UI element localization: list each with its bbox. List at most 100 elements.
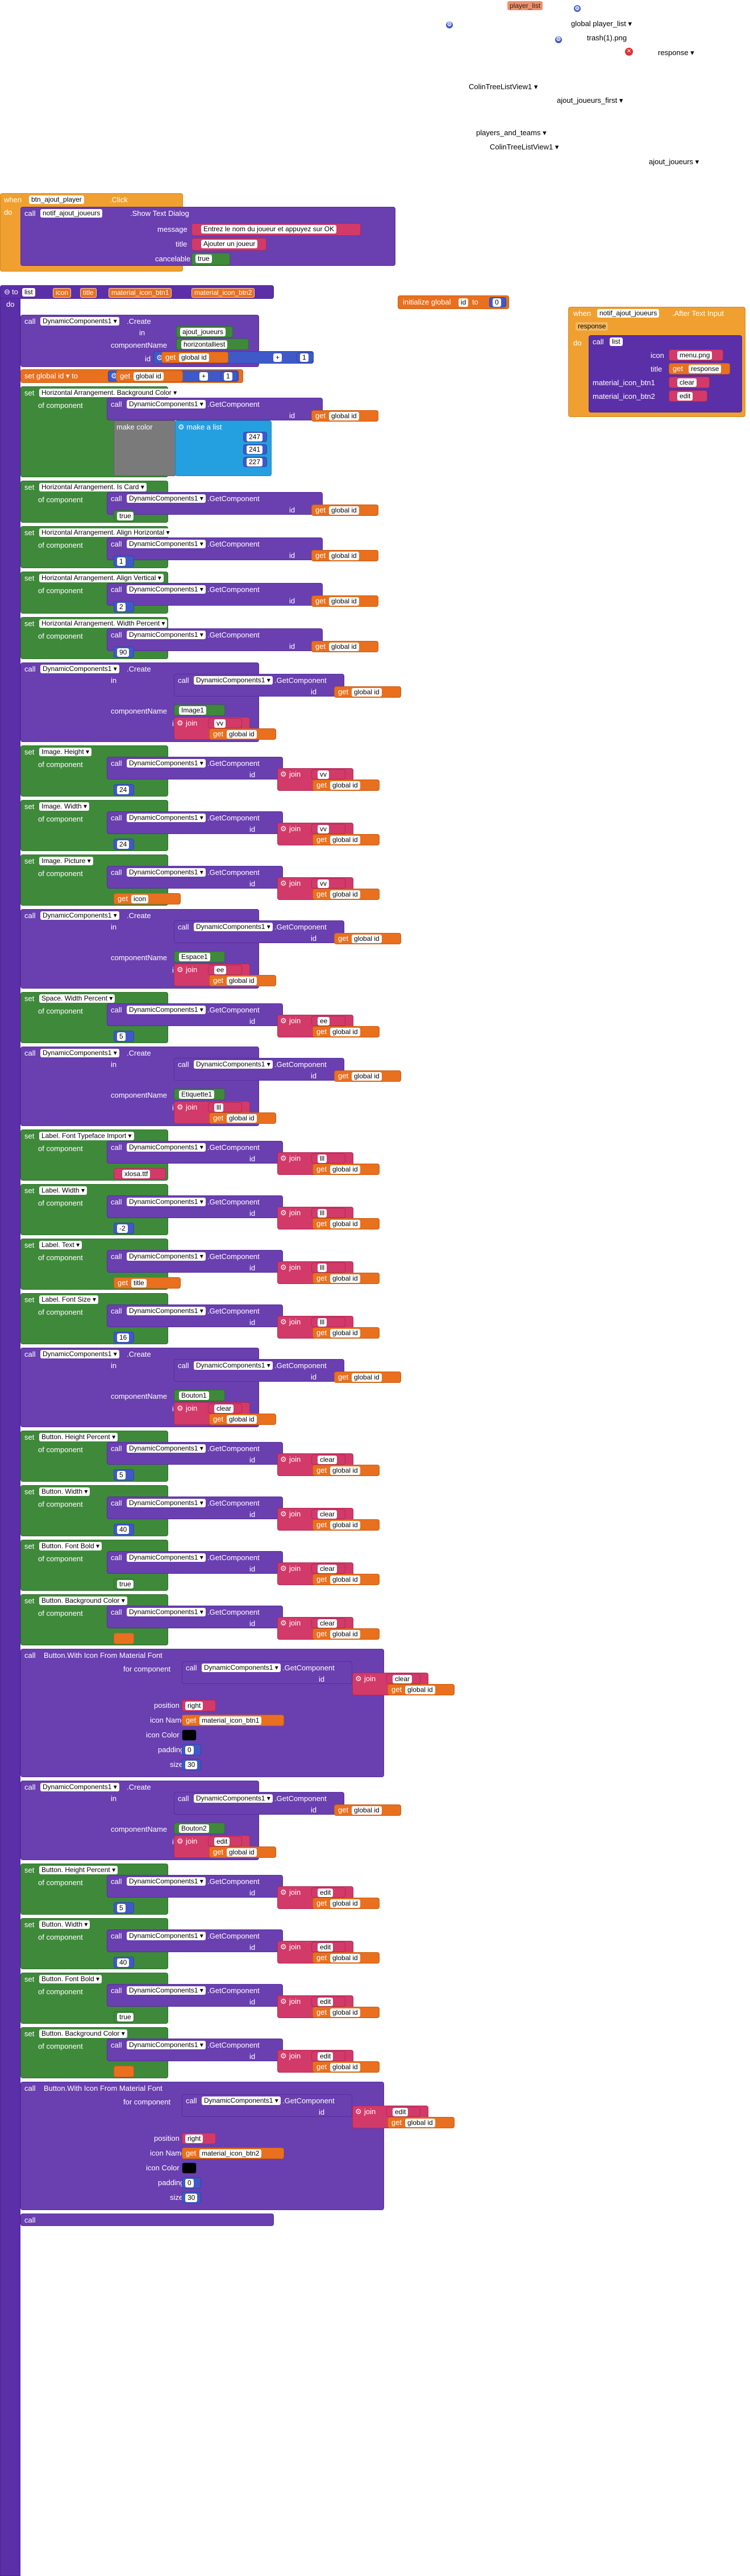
component-dropdown[interactable]: DynamicComponents1 ▾ xyxy=(127,1307,206,1315)
get-component-block[interactable]: call DynamicComponents1 ▾ .GetComponent id xyxy=(107,866,283,889)
value-block[interactable]: 24 xyxy=(114,839,134,850)
variable-dropdown[interactable]: global id xyxy=(330,2008,360,2017)
text-block[interactable]: Espace1 xyxy=(174,951,225,962)
get-param-block[interactable]: get material_icon_btn1 xyxy=(182,1715,284,1726)
value-block[interactable]: 1 xyxy=(114,556,134,567)
variable-dropdown[interactable]: global id xyxy=(227,730,257,739)
operator-dropdown[interactable]: + xyxy=(273,353,282,362)
text-block[interactable]: Bouton2 xyxy=(174,1823,225,1834)
property-dropdown[interactable]: Horizontal Arrangement. Align Vertical ▾ xyxy=(39,574,164,582)
variable-dropdown[interactable]: global id xyxy=(330,1630,360,1639)
get-param-block[interactable]: get material_icon_btn2 xyxy=(182,2148,284,2159)
component-dropdown[interactable]: DynamicComponents1 ▾ xyxy=(40,1783,119,1791)
get-component-block[interactable]: call DynamicComponents1 ▾ .GetComponent id xyxy=(107,492,323,515)
string-value[interactable]: lll xyxy=(318,1209,327,1218)
component-dropdown[interactable]: DynamicComponents1 ▾ xyxy=(127,1932,206,1940)
variable-dropdown[interactable]: icon xyxy=(131,895,149,903)
value-block[interactable] xyxy=(114,1633,134,1644)
variable-dropdown[interactable]: global id xyxy=(330,1329,360,1337)
get-global-id-block[interactable]: get global id xyxy=(209,1112,276,1124)
m2-value[interactable]: edit xyxy=(677,392,693,401)
property-dropdown[interactable]: Horizontal Arrangement. Width Percent ▾ xyxy=(39,619,168,628)
string-value[interactable]: clear xyxy=(318,1565,338,1573)
number-block[interactable]: 241 xyxy=(243,444,267,455)
operator-dropdown[interactable]: + xyxy=(199,372,209,381)
get-global-id-block[interactable]: get global id xyxy=(334,933,401,944)
collapse-icon[interactable]: ⊖ xyxy=(4,287,10,296)
variable-dropdown[interactable]: global id xyxy=(352,1373,382,1382)
show-text-dialog-block[interactable]: call notif_ajout_joueurs .Show Text Dial… xyxy=(20,207,395,266)
string-value[interactable]: edit xyxy=(318,1998,334,2006)
get-global-id-block[interactable]: get global id xyxy=(311,595,378,607)
get-component-block[interactable]: call DynamicComponents1 ▾ .GetComponent id xyxy=(107,1875,283,1898)
title-value[interactable]: Ajouter un joueur xyxy=(201,240,258,248)
value-field[interactable]: right xyxy=(185,2135,203,2143)
value-block[interactable]: 16 xyxy=(114,1332,134,1343)
value-block[interactable]: 40 xyxy=(114,1524,134,1535)
get-component-block[interactable]: call DynamicComponents1 ▾ .GetComponent id xyxy=(107,537,323,560)
value-block[interactable]: 5 xyxy=(114,1031,134,1042)
text-block[interactable]: clear xyxy=(669,377,710,388)
value-block[interactable]: true xyxy=(114,510,134,522)
blue-circle-icon[interactable]: ⚙ xyxy=(446,22,453,28)
value-field[interactable]: true xyxy=(117,2013,134,2021)
get-global-id-block[interactable]: get global id xyxy=(312,1164,380,1175)
get-global-id-block[interactable]: get global id xyxy=(312,1273,380,1284)
ajout-joueurs-label[interactable]: ajout_joueurs ▾ xyxy=(649,157,699,166)
true-block[interactable]: true xyxy=(191,253,230,265)
value-field[interactable]: -2 xyxy=(117,1224,128,1233)
m1-value[interactable]: clear xyxy=(677,378,697,387)
value-field[interactable]: right xyxy=(185,1702,203,1710)
get-component-block[interactable]: call DynamicComponents1 ▾ .GetComponent id xyxy=(182,1661,352,1684)
number-value[interactable]: 227 xyxy=(247,458,263,466)
get-global-id-block[interactable]: get global id xyxy=(311,550,378,561)
text-block[interactable]: lll xyxy=(311,1153,345,1164)
component-dropdown[interactable]: DynamicComponents1 ▾ xyxy=(127,1006,206,1014)
variable-dropdown[interactable]: global id xyxy=(405,1686,435,1694)
string-value[interactable]: edit xyxy=(318,1889,334,1897)
component-dropdown[interactable]: DynamicComponents1 ▾ xyxy=(127,1986,206,1995)
call-list-block[interactable]: call list icon menu.png title get respons… xyxy=(589,335,742,412)
number-block[interactable]: 1 xyxy=(297,352,314,362)
property-dropdown[interactable]: Button. Height Percent ▾ xyxy=(39,1433,118,1441)
value-block[interactable]: 5 xyxy=(114,1469,134,1481)
value-field[interactable]: 0 xyxy=(185,2179,194,2187)
value-field[interactable]: 5 xyxy=(117,1471,126,1479)
property-dropdown[interactable]: Button. Background Color ▾ xyxy=(39,2029,127,2038)
get-component-block[interactable]: call DynamicComponents1 ▾ .GetComponent id xyxy=(107,1250,283,1273)
property-dropdown[interactable]: Button. Height Percent ▾ xyxy=(39,1866,118,1874)
variable-dropdown[interactable]: global id xyxy=(329,643,359,651)
variable-dropdown[interactable]: global id xyxy=(330,1954,360,1962)
component-dropdown[interactable]: DynamicComponents1 ▾ xyxy=(194,923,273,931)
variable-dropdown[interactable]: global id xyxy=(405,2119,435,2127)
get-global-id-block[interactable]: get global id xyxy=(312,1628,380,1640)
property-dropdown[interactable]: Image. Picture ▾ xyxy=(39,857,93,865)
text-block[interactable]: clear xyxy=(311,1454,345,1465)
variable-dropdown[interactable]: global id xyxy=(329,412,359,420)
value-field[interactable]: 30 xyxy=(185,1761,198,1769)
string-value[interactable]: edit xyxy=(393,2108,409,2116)
get-global-id-block[interactable]: get global id xyxy=(312,1952,380,1964)
component-dropdown[interactable]: DynamicComponents1 ▾ xyxy=(127,540,206,548)
error-icon[interactable]: ✕ xyxy=(625,48,633,56)
variable-dropdown[interactable]: global id xyxy=(330,1575,360,1584)
get-component-block[interactable]: call DynamicComponents1 ▾ .GetComponent id xyxy=(107,757,283,780)
message-value[interactable]: Entrez le nom du joueur et appuyez sur O… xyxy=(201,225,337,234)
component-dropdown[interactable]: DynamicComponents1 ▾ xyxy=(194,676,273,685)
value-field[interactable]: 30 xyxy=(185,2194,198,2202)
get-component-block[interactable]: call DynamicComponents1 ▾ .GetComponent id xyxy=(107,2039,283,2061)
global-player-list-label[interactable]: global player_list ▾ xyxy=(571,19,632,28)
ajout-joueurs-first-label[interactable]: ajout_joueurs_first ▾ xyxy=(557,96,623,105)
message-text-block[interactable]: Entrez le nom du joueur et appuyez sur O… xyxy=(191,223,361,236)
text-block[interactable]: edit xyxy=(311,2051,345,2061)
component-name-value[interactable]: Bouton2 xyxy=(179,1824,209,1833)
get-component-block[interactable]: call DynamicComponents1 ▾ .GetComponent id xyxy=(182,2094,352,2117)
component-dropdown[interactable]: DynamicComponents1 ▾ xyxy=(202,1664,281,1672)
text-block[interactable]: lll xyxy=(311,1317,345,1327)
value-block[interactable]: -2 xyxy=(114,1223,134,1234)
get-component-block[interactable]: call DynamicComponents1 ▾ .GetComponent id xyxy=(107,398,323,420)
text-block[interactable]: vv xyxy=(208,718,242,728)
